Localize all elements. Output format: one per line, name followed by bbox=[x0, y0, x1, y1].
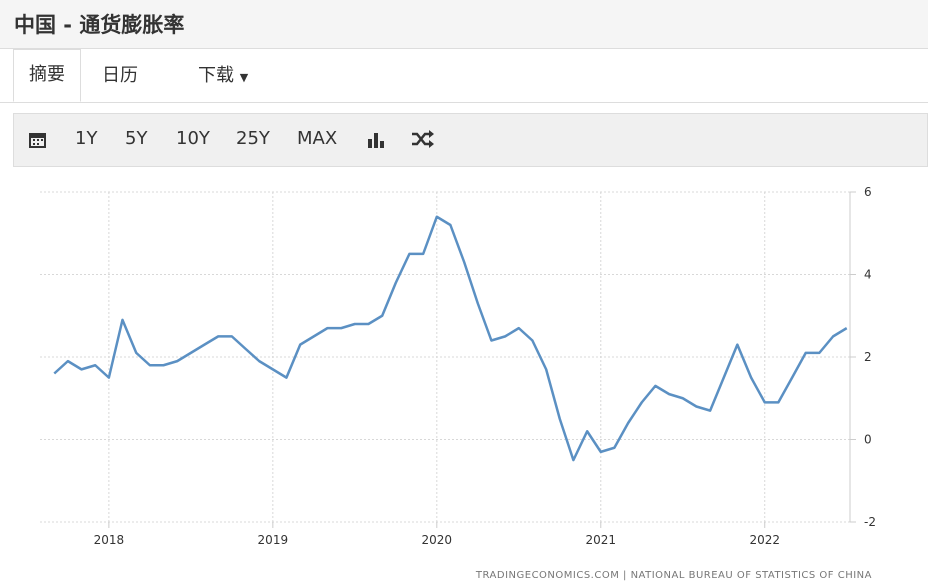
y-tick-label: -2 bbox=[864, 515, 876, 529]
shuffle-icon[interactable] bbox=[411, 129, 435, 149]
header: 中国 - 通货膨胀率 bbox=[0, 0, 928, 49]
x-tick-label: 2021 bbox=[585, 533, 616, 547]
tab[interactable]: 下载 ▼ bbox=[198, 65, 249, 86]
chart: -2 0 2 4 6 2018 2019 2020 2021 2022 TRADINGECONOMI… bbox=[40, 185, 876, 581]
tab-bar: 摘要 日历 下载 ▼ bbox=[0, 49, 928, 103]
calendar-icon[interactable] bbox=[28, 130, 48, 150]
x-tick-label: 2018 bbox=[94, 533, 125, 547]
tab-label: 下载 bbox=[198, 65, 234, 86]
page-title: 中国 - 通货膨胀率 bbox=[14, 13, 185, 37]
y-tick-label: 6 bbox=[864, 185, 872, 199]
tab[interactable]: 日历 bbox=[102, 65, 138, 86]
range-button[interactable]: MAX bbox=[297, 128, 338, 149]
x-tick-label: 2019 bbox=[258, 533, 289, 547]
range-button[interactable]: 10Y bbox=[176, 128, 210, 149]
bar-chart-icon[interactable] bbox=[366, 130, 386, 150]
y-tick-label: 2 bbox=[864, 350, 872, 364]
tab[interactable]: 摘要 bbox=[13, 49, 81, 102]
y-tick-label: 0 bbox=[864, 433, 872, 447]
data-line bbox=[53, 215, 848, 462]
x-tick-label: 2020 bbox=[422, 533, 453, 547]
y-tick-label: 4 bbox=[864, 268, 872, 282]
range-button[interactable]: 1Y bbox=[75, 128, 98, 149]
x-tick-label: 2022 bbox=[749, 533, 780, 547]
toolbar: 1Y 5Y 10Y 25Y MAX bbox=[13, 113, 928, 167]
source-note: TRADINGECONOMICS.COM | NATIONAL BUREAU O… bbox=[475, 570, 872, 581]
range-button[interactable]: 5Y bbox=[125, 128, 148, 149]
range-button[interactable]: 25Y bbox=[236, 128, 270, 149]
